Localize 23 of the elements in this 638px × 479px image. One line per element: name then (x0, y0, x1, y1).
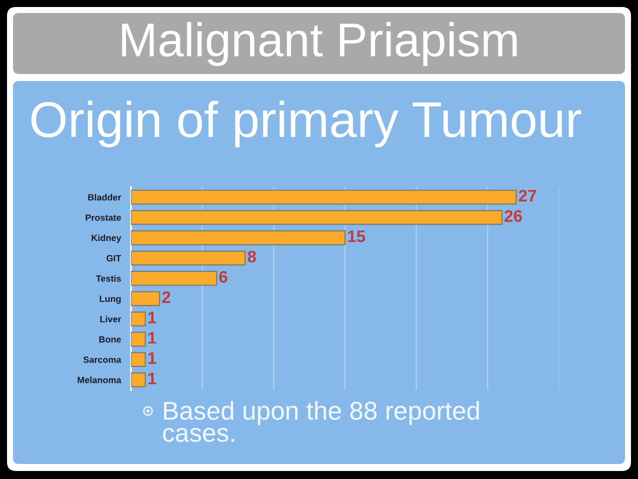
chart-subtitle: Origin of primary Tumour (31, 100, 582, 148)
data-label: 1 (148, 312, 156, 324)
y-tick-label: Lung (100, 296, 121, 304)
data-label: 8 (248, 250, 256, 263)
data-label: 1 (148, 332, 156, 344)
y-tick-label: Prostate (86, 214, 121, 221)
data-label: 26 (504, 210, 522, 222)
data-label: 15 (348, 230, 366, 242)
y-tick-label: Kidney (92, 234, 122, 243)
y-tick-label: Bladder (88, 194, 122, 201)
data-label: 27 (518, 190, 536, 202)
y-tick-label: Bone (99, 336, 121, 343)
data-label: 6 (219, 271, 228, 283)
y-tick-label: Sarcoma (83, 356, 122, 363)
y-tick-label: Testis (96, 275, 121, 282)
y-tick-label: Liver (100, 316, 122, 322)
chart-title: Malignant Priapism (122, 22, 517, 66)
data-label: 1 (148, 372, 156, 384)
text: Based upon the 88 reported cases. (163, 401, 479, 442)
data-label: 1 (148, 352, 156, 364)
y-tick-label: GIT (106, 255, 122, 262)
y-tick-label: Melanoma (78, 376, 122, 384)
data-label: 2 (162, 291, 170, 303)
